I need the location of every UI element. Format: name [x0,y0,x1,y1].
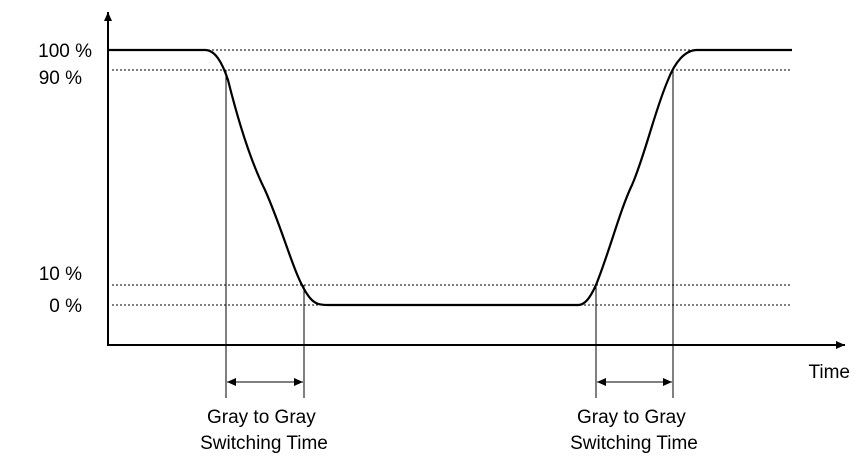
annotation-line: Switching Time [570,433,698,454]
annotation: Gray to Gray Switching Time [570,407,698,454]
annotation-line: Switching Time [200,433,328,454]
annotation-line: Gray to Gray [207,407,316,428]
annotation: Gray to Gray Switching Time [200,407,328,454]
level-label: 0 % [49,296,82,317]
response-curve [108,48,792,307]
level-label: 90 % [39,68,82,89]
level-label: 100 % [38,41,92,62]
annotation-line: Gray to Gray [577,407,686,428]
x-axis-label: Time [808,362,850,383]
level-label: 10 % [39,264,82,285]
